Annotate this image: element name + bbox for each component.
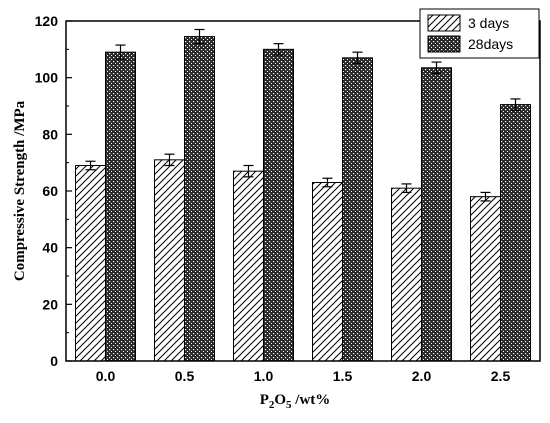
bar-3days-1 <box>154 159 185 362</box>
bar-28days-3 <box>342 57 373 362</box>
error-bar-3days-4 <box>401 183 412 194</box>
plot-frame <box>65 20 541 362</box>
legend: 3 days 28days <box>419 8 540 59</box>
bar-28days-5 <box>500 104 531 362</box>
error-bar-3days-1 <box>164 153 175 167</box>
x-tick-label: 2.5 <box>491 368 511 384</box>
y-tick-label: 100 <box>35 70 59 86</box>
bar-28days-2 <box>263 48 294 362</box>
error-bar-28days-1 <box>194 28 205 45</box>
error-bar-28days-3 <box>352 51 363 65</box>
bar-3days-4 <box>391 187 422 362</box>
y-tick-label: 60 <box>42 183 58 199</box>
bar-3days-3 <box>312 182 343 362</box>
x-tick-label: 0.5 <box>175 368 195 384</box>
x-axis-title: P2O5 /wt% <box>260 392 331 411</box>
bars-layer <box>75 36 531 362</box>
bar-28days-0 <box>105 51 136 362</box>
y-axis: 0 20 40 60 80 100 120 <box>35 13 72 369</box>
error-bar-3days-2 <box>243 164 254 178</box>
y-tick-label: 80 <box>42 126 58 142</box>
error-bar-3days-5 <box>480 191 491 202</box>
error-bar-28days-0 <box>115 44 126 60</box>
legend-label-28days: 28days <box>468 36 513 52</box>
x-axis: 0.0 0.5 1.0 1.5 2.0 2.5 <box>96 355 511 384</box>
bar-28days-1 <box>184 36 215 362</box>
error-bar-28days-4 <box>431 61 442 75</box>
bar-28days-4 <box>421 67 452 362</box>
x-tick-label: 2.0 <box>412 368 432 384</box>
bar-3days-0 <box>75 165 106 362</box>
x-tick-label: 1.5 <box>333 368 353 384</box>
legend-swatch-3days <box>427 14 461 32</box>
y-tick-label: 120 <box>35 13 59 29</box>
error-bar-28days-5 <box>510 98 521 111</box>
x-tick-label: 1.0 <box>254 368 274 384</box>
bar-3days-2 <box>233 170 264 362</box>
x-tick-label: 0.0 <box>96 368 116 384</box>
y-tick-label: 0 <box>50 353 58 369</box>
legend-swatch-28days <box>427 35 461 53</box>
bar-3days-5 <box>470 196 501 362</box>
error-bar-3days-0 <box>85 160 96 171</box>
y-axis-title: Compressive Strength /MPa <box>12 100 28 281</box>
error-bar-3days-3 <box>322 177 333 188</box>
y-tick-label: 40 <box>42 240 58 256</box>
error-bar-28days-2 <box>273 43 284 56</box>
legend-label-3days: 3 days <box>468 15 509 31</box>
error-bars-layer <box>85 28 521 202</box>
y-tick-label: 20 <box>42 296 58 312</box>
